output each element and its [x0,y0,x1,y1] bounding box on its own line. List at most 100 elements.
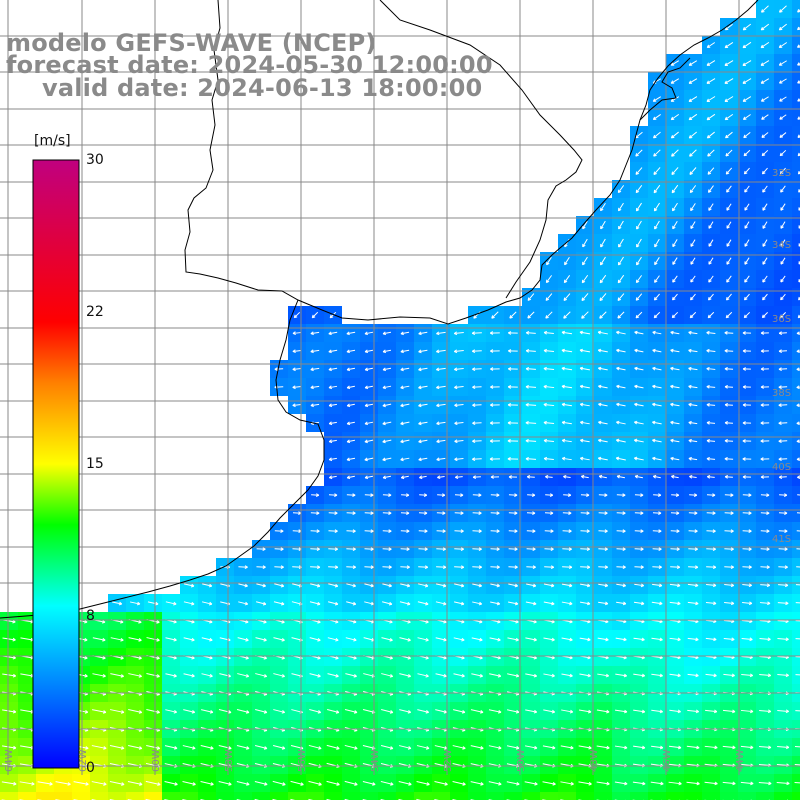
wind-arrow [346,349,356,353]
wind-arrow [795,638,800,640]
wind-arrow-head [388,529,392,533]
wind-arrow-head [617,189,622,194]
wind-arrow [776,764,790,766]
wind-arrow [110,673,124,677]
wind-arrow [634,367,644,371]
wind-arrow [183,637,195,641]
wind-arrow-head [743,170,748,175]
wind-arrow [726,293,732,301]
wind-arrow-head [209,673,213,678]
wind-arrow-head [730,511,734,515]
wind-arrow [582,238,588,248]
wind-arrow [545,476,553,478]
wind-arrow-head [690,279,694,283]
wind-arrow-head [690,225,694,229]
wind-arrow-head [138,619,142,624]
wind-arrow-head [316,547,320,551]
wind-arrow-head [471,331,476,336]
wind-arrow-head [120,746,125,750]
wind-arrow-head [744,225,748,229]
wind-arrow [761,132,769,138]
wind-arrow [724,41,734,49]
wind-arrow-head [352,547,356,551]
wind-arrow-head [676,529,680,533]
wind-arrow-head [353,674,357,678]
wind-arrow [668,745,682,749]
wind-arrow-head [598,474,603,479]
wind-arrow-head [389,710,394,714]
wind-arrow [670,439,680,443]
wind-arrow-head [784,511,788,515]
longitude-label: 46W [662,749,673,772]
wind-arrow-head [156,656,160,660]
wind-arrow [418,457,428,461]
wind-arrow [580,421,590,425]
wind-arrow-head [724,367,728,371]
wind-arrow-head [406,565,410,569]
wind-arrow-head [561,438,566,443]
wind-arrow-head [598,420,602,425]
wind-arrow [616,331,626,335]
wind-arrow [688,349,698,353]
wind-arrow [380,780,394,786]
wind-arrow-head [514,511,518,515]
wind-arrow-head [497,637,501,642]
wind-arrow-head [281,710,286,714]
wind-arrow-head [507,403,511,407]
wind-arrow-head [622,601,627,606]
wind-arrow [400,349,410,353]
wind-arrow [722,745,736,749]
longitude-label: 44W [735,749,746,772]
wind-arrow-head [472,367,476,372]
wind-arrow [309,637,321,641]
wind-arrow [672,275,678,283]
wind-arrow [688,78,698,84]
wind-arrow-head [796,367,800,372]
wind-arrow-head [696,781,700,786]
wind-arrow-head [767,673,772,678]
wind-arrow [742,602,752,604]
wind-arrow-head [732,745,736,750]
wind-arrow [634,421,644,425]
wind-arrow-head [317,673,321,678]
wind-arrow-head [690,243,694,247]
wind-arrow [272,745,286,749]
wind-arrow [128,709,142,713]
wind-arrow [362,780,376,786]
wind-arrow-head [586,583,591,588]
wind-arrow [580,439,590,443]
wind-arrow-head [767,745,772,750]
wind-arrow-head [12,673,17,678]
wind-arrow-head [382,439,386,444]
wind-arrow [614,781,628,785]
wind-speed-cell [702,792,720,800]
wind-arrow-head [598,384,602,389]
wind-arrow-head [102,710,107,714]
wind-arrow [650,781,664,785]
wind-arrow [742,584,752,586]
wind-speed-cell [216,792,234,800]
wind-arrow-head [598,366,602,371]
wind-arrow-head [653,171,657,175]
wind-arrow [759,745,771,749]
wind-arrow-head [281,674,285,678]
colorbar-tick-22: 22 [86,304,104,320]
wind-arrow [725,311,733,319]
wind-arrow [778,584,788,586]
wind-arrow [706,386,716,388]
wind-arrow [329,475,337,479]
wind-arrow-head [515,745,520,750]
wind-arrow [690,203,696,211]
wind-arrow-head [748,511,752,515]
wind-arrow-head [617,261,622,266]
wind-speed-cell [792,234,800,252]
wind-arrow-head [605,637,609,642]
wind-arrow-head [543,366,547,371]
wind-speed-cell [792,324,800,342]
wind-arrow-head [561,420,566,425]
wind-arrow [776,781,790,785]
wind-arrow-head [724,26,729,31]
wind-arrow-head [545,297,550,301]
wind-arrow-head [580,474,585,479]
wind-arrow [796,404,800,406]
